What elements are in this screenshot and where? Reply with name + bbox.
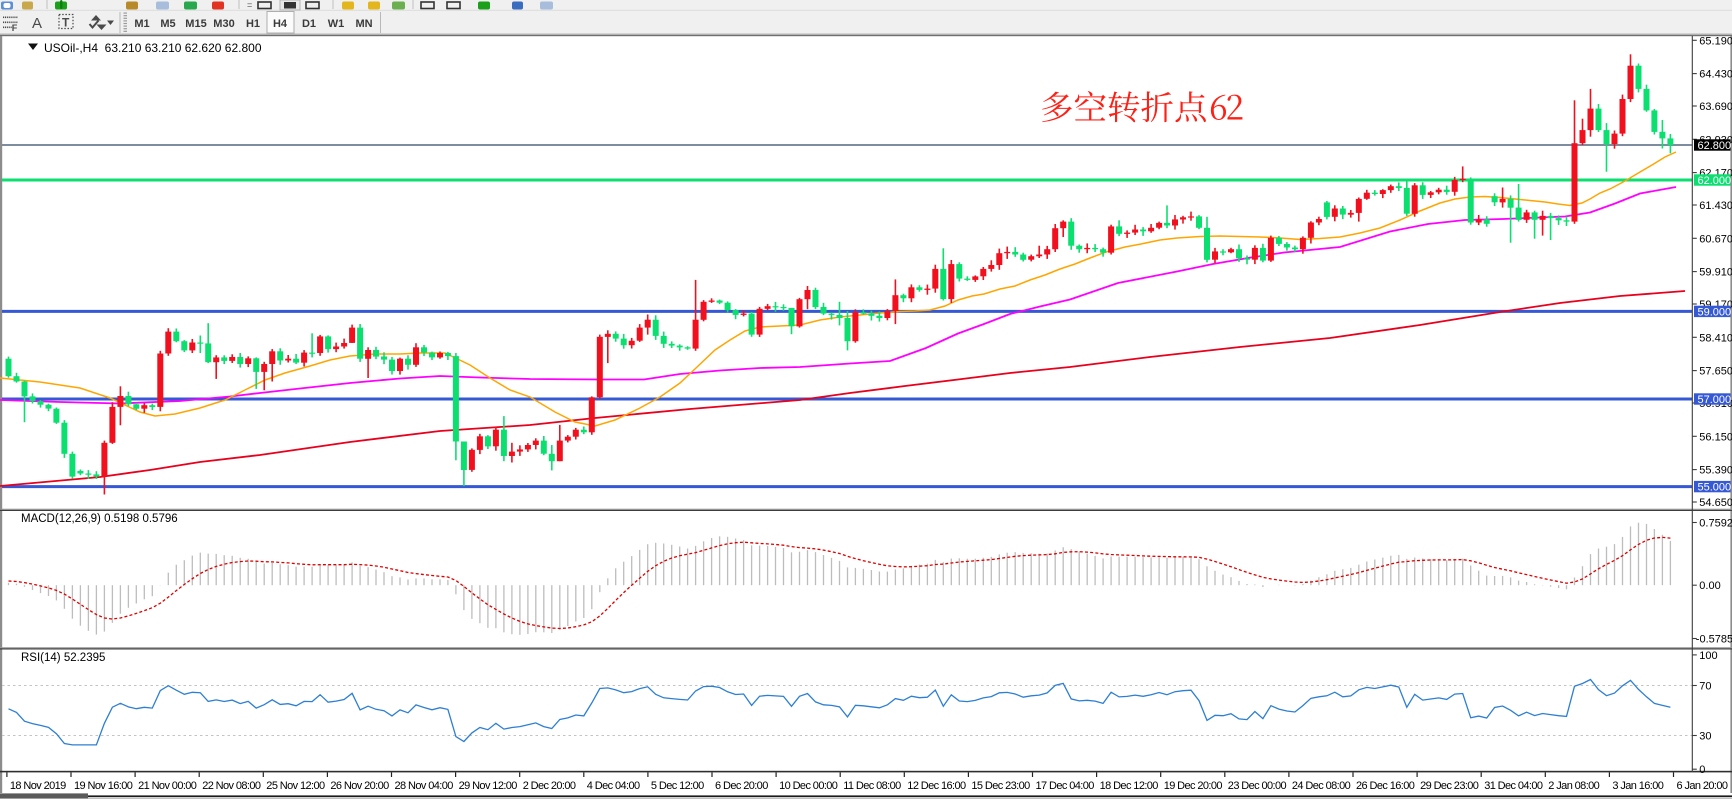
svg-text:62.000: 62.000 <box>1698 175 1732 187</box>
svg-text:0: 0 <box>1699 764 1705 776</box>
svg-text:55.390: 55.390 <box>1699 465 1732 477</box>
svg-text:62.800: 62.800 <box>1698 140 1732 152</box>
svg-text:31 Dec 04:00: 31 Dec 04:00 <box>1484 780 1543 792</box>
svg-text:57.650: 57.650 <box>1699 366 1732 378</box>
svg-text:19 Dec 20:00: 19 Dec 20:00 <box>1164 780 1223 792</box>
svg-text:D1: D1 <box>302 18 316 30</box>
svg-text:T: T <box>62 16 70 30</box>
svg-text:0.7592: 0.7592 <box>1699 518 1732 530</box>
svg-text:28 Nov 04:00: 28 Nov 04:00 <box>395 780 454 792</box>
svg-text:15 Dec 23:00: 15 Dec 23:00 <box>971 780 1030 792</box>
svg-text:A: A <box>32 15 42 32</box>
svg-text:5 Dec 12:00: 5 Dec 12:00 <box>651 780 704 792</box>
svg-text:56.150: 56.150 <box>1699 431 1732 443</box>
svg-text:59.910: 59.910 <box>1699 267 1732 279</box>
svg-text:58.410: 58.410 <box>1699 332 1732 344</box>
svg-text:M15: M15 <box>185 18 206 30</box>
svg-text:19 Nov 16:00: 19 Nov 16:00 <box>74 780 133 792</box>
svg-text:0.00: 0.00 <box>1699 580 1720 592</box>
svg-text:59.000: 59.000 <box>1698 306 1732 318</box>
svg-text:23 Dec 00:00: 23 Dec 00:00 <box>1228 780 1287 792</box>
svg-text:21 Nov 00:00: 21 Nov 00:00 <box>138 780 197 792</box>
svg-text:25 Nov 12:00: 25 Nov 12:00 <box>266 780 325 792</box>
svg-text:M5: M5 <box>160 18 175 30</box>
svg-text:MN: MN <box>355 18 372 30</box>
svg-text:100: 100 <box>1699 650 1717 662</box>
svg-text:11 Dec 08:00: 11 Dec 08:00 <box>843 780 901 792</box>
svg-text:55.000: 55.000 <box>1698 482 1732 494</box>
svg-text:64.430: 64.430 <box>1699 69 1732 81</box>
svg-text:-0.5785: -0.5785 <box>1696 634 1732 646</box>
svg-text:H1: H1 <box>246 18 260 30</box>
svg-text:=: = <box>247 0 252 10</box>
svg-text:M30: M30 <box>213 18 234 30</box>
svg-text:60.670: 60.670 <box>1699 233 1732 245</box>
svg-text:70: 70 <box>1699 681 1711 693</box>
svg-text:12 Dec 16:00: 12 Dec 16:00 <box>907 780 966 792</box>
svg-text:29 Nov 12:00: 29 Nov 12:00 <box>459 780 518 792</box>
svg-text:26 Nov 20:00: 26 Nov 20:00 <box>330 780 389 792</box>
svg-text:RSI(14) 52.2395: RSI(14) 52.2395 <box>21 652 105 664</box>
svg-text:W1: W1 <box>328 18 345 30</box>
svg-text:17 Dec 04:00: 17 Dec 04:00 <box>1036 780 1095 792</box>
svg-text:54.650: 54.650 <box>1699 497 1732 509</box>
svg-text:63.690: 63.690 <box>1699 101 1732 113</box>
svg-text:65.190: 65.190 <box>1699 35 1732 47</box>
svg-text:57.000: 57.000 <box>1698 394 1732 406</box>
svg-text:61.430: 61.430 <box>1699 200 1732 212</box>
svg-text:30: 30 <box>1699 731 1711 743</box>
svg-text:M1: M1 <box>134 18 149 30</box>
svg-text:2 Dec 20:00: 2 Dec 20:00 <box>523 780 576 792</box>
svg-text:26 Dec 16:00: 26 Dec 16:00 <box>1356 780 1415 792</box>
svg-text:USOil-,H4 63.210 63.210 62.62: USOil-,H4 63.210 63.210 62.620 62.800 <box>44 41 262 55</box>
svg-text:H4: H4 <box>273 18 288 30</box>
svg-text:2 Jan 08:00: 2 Jan 08:00 <box>1548 780 1599 792</box>
svg-text:F: F <box>12 23 18 33</box>
svg-text:4 Dec 04:00: 4 Dec 04:00 <box>587 780 640 792</box>
svg-text:24 Dec 08:00: 24 Dec 08:00 <box>1292 780 1351 792</box>
svg-text:18 Nov 2019: 18 Nov 2019 <box>10 780 66 792</box>
svg-text:6 Jan 20:00: 6 Jan 20:00 <box>1677 780 1728 792</box>
svg-text:10 Dec 00:00: 10 Dec 00:00 <box>779 780 838 792</box>
svg-text:22 Nov 08:00: 22 Nov 08:00 <box>202 780 261 792</box>
svg-text:MACD(12,26,9) 0.5198 0.5796: MACD(12,26,9) 0.5198 0.5796 <box>21 513 178 525</box>
svg-text:6 Dec 20:00: 6 Dec 20:00 <box>715 780 768 792</box>
svg-text:3 Jan 16:00: 3 Jan 16:00 <box>1612 780 1663 792</box>
svg-text:18 Dec 12:00: 18 Dec 12:00 <box>1100 780 1159 792</box>
svg-text:29 Dec 23:00: 29 Dec 23:00 <box>1420 780 1479 792</box>
